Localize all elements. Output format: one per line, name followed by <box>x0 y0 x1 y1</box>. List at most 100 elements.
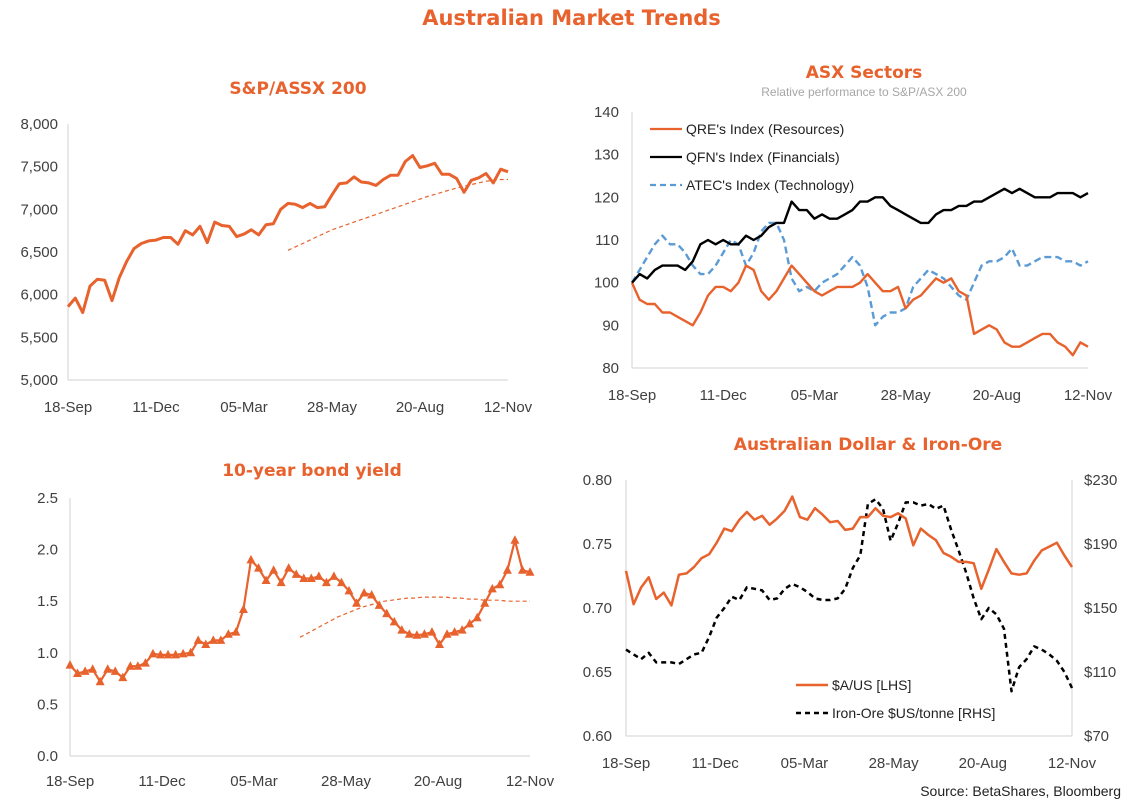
aud-ironore-x-tick-label: 05-Mar <box>781 755 829 772</box>
bond-point-marker <box>510 535 520 544</box>
bond-point-marker <box>487 583 497 593</box>
bond-x-tick-label: 18-Sep <box>46 773 94 790</box>
bond-x-tick-label: 28-May <box>321 773 372 790</box>
aud-ironore-x-tick-label: 20-Aug <box>959 755 1007 772</box>
asx200-x-tick-label: 11-Dec <box>132 399 180 416</box>
aud-ironore-y-tick-label: 0.70 <box>583 600 612 617</box>
bond-point-marker <box>65 660 75 669</box>
bond-point-marker <box>254 563 264 572</box>
bond-point-marker <box>352 598 362 607</box>
bond-point-marker <box>261 575 271 585</box>
bond-point-marker <box>238 604 248 613</box>
bond-point-marker <box>314 571 324 580</box>
bond-y-tick-label: 0.0 <box>37 748 58 765</box>
bond-point-marker <box>329 571 339 580</box>
sectors-x-tick-label: 18-Sep <box>608 387 656 404</box>
bond-point-marker <box>480 598 490 607</box>
bond-x-tick-label: 05-Mar <box>230 773 278 790</box>
bond-point-marker <box>95 676 105 686</box>
asx200-x-tick-label: 18-Sep <box>44 399 92 416</box>
bond-y-tick-label: 0.5 <box>37 696 58 713</box>
bond-point-marker <box>412 630 422 639</box>
bond-point-marker <box>382 608 392 618</box>
bond-point-marker <box>374 600 384 609</box>
bond-point-marker <box>171 649 181 659</box>
bond-point-marker <box>246 554 256 564</box>
bond-point-marker <box>80 666 90 675</box>
bond-point-marker <box>359 587 369 597</box>
bond-point-marker <box>427 627 437 636</box>
bond-point-marker <box>148 648 158 658</box>
bond-point-marker <box>88 664 98 673</box>
aud-ironore-y-right-tick-label: $110 <box>1084 664 1116 681</box>
bond-point-marker <box>450 627 460 636</box>
bond-point-marker <box>110 666 120 675</box>
aud-ironore-x-tick-label: 12-Nov <box>1048 755 1097 772</box>
bond-point-marker <box>457 625 467 634</box>
sectors-y-tick-label: 100 <box>594 275 619 292</box>
bond-point-marker <box>276 577 286 587</box>
bond-point-marker <box>291 569 301 578</box>
aud-ironore-chart-title: Australian Dollar & Iron-Ore <box>734 435 1002 455</box>
legend-label-technology: ATEC's Index (Technology) <box>686 177 854 193</box>
aud-ironore-y-tick-label: 0.80 <box>583 472 612 489</box>
sectors-x-tick-label: 28-May <box>881 387 932 404</box>
bond-point-marker <box>435 639 445 649</box>
aud-ironore-y-right-tick-label: $230 <box>1084 472 1117 489</box>
bond-point-marker <box>163 649 173 659</box>
bond-point-marker <box>525 567 535 576</box>
aud-ironore-y-tick-label: 0.65 <box>583 664 612 681</box>
bond-point-marker <box>472 612 482 622</box>
aud-ironore-y-tick-label: 0.75 <box>583 536 612 553</box>
bond-point-marker <box>193 635 203 644</box>
bond-point-marker <box>201 639 211 649</box>
sectors-x-tick-label: 05-Mar <box>791 387 839 404</box>
bond-point-marker <box>442 629 452 638</box>
bond-y-tick-label: 2.5 <box>37 490 58 507</box>
sectors-x-tick-label: 12-Nov <box>1064 387 1113 404</box>
bond-point-marker <box>140 658 150 667</box>
asx200-chart: S&P/ASSX 200 5,000 5,500 6,000 6,500 7,000 7,… <box>20 79 533 416</box>
sectors-y-tick-label: 140 <box>594 104 619 121</box>
asx200-y-tick-label: 8,000 <box>20 116 58 133</box>
bond-point-marker <box>389 616 399 626</box>
bond-point-marker <box>465 618 475 628</box>
bond-point-marker <box>502 565 512 574</box>
bond-x-tick-label: 11-Dec <box>138 773 186 790</box>
bond-x-tick-label: 12-Nov <box>506 773 555 790</box>
source-note: Source: BetaShares, Bloomberg <box>920 783 1121 799</box>
sectors-y-tick-label: 120 <box>594 189 619 206</box>
bond-point-marker <box>367 590 377 599</box>
bond-point-marker <box>208 635 218 644</box>
bond-chart-title: 10-year bond yield <box>222 461 402 481</box>
bond-y-tick-label: 1.5 <box>37 593 58 610</box>
sectors-x-tick-label: 20-Aug <box>973 387 1021 404</box>
bond-point-marker <box>495 579 505 589</box>
legend-label-resources: QRE's Index (Resources) <box>686 121 844 137</box>
asx200-y-tick-label: 7,500 <box>20 159 58 176</box>
asx200-x-tick-label: 28-May <box>307 399 358 416</box>
asx200-x-tick-label: 20-Aug <box>396 399 444 416</box>
legend-label-ironore: Iron-Ore $US/tonne [RHS] <box>832 705 995 721</box>
legend-label-aud: $A/US [LHS] <box>832 677 911 693</box>
aud-series-line <box>624 495 1074 607</box>
bond-point-marker <box>223 629 233 638</box>
sectors-resources-line <box>630 264 1089 357</box>
asx200-x-tick-label: 12-Nov <box>484 399 533 416</box>
bond-point-marker <box>306 573 316 582</box>
bond-point-marker <box>321 577 331 587</box>
bond-point-marker <box>103 664 113 673</box>
bond-point-marker <box>404 629 414 638</box>
sectors-y-tick-label: 80 <box>602 360 619 377</box>
bond-point-marker <box>118 672 128 682</box>
bond-point-marker <box>344 585 354 595</box>
legend-label-financials: QFN's Index (Financials) <box>686 149 840 165</box>
bond-point-marker <box>397 625 407 634</box>
sectors-financials-line <box>631 187 1089 284</box>
aud-ironore-x-tick-label: 18-Sep <box>602 755 650 772</box>
bond-point-marker <box>125 661 135 670</box>
bond-point-marker <box>419 629 429 638</box>
sectors-legend: QRE's Index (Resources) QFN's Index (Fin… <box>650 121 854 193</box>
bond-trend-line <box>299 596 530 638</box>
